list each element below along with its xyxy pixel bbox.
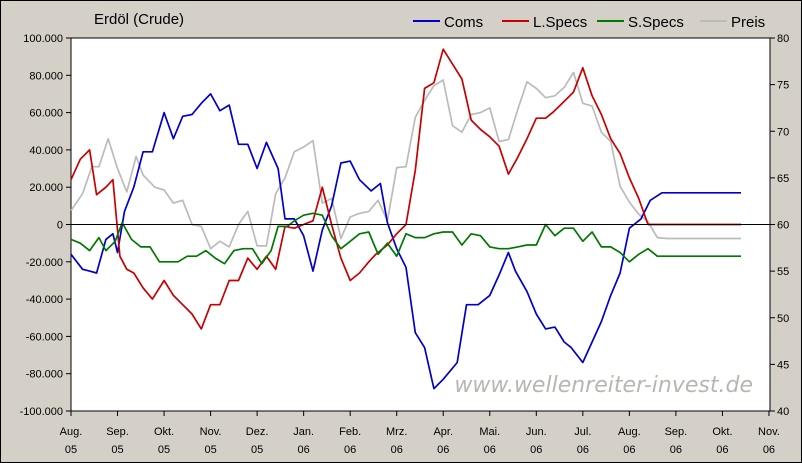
x-axis-year-label: 05 [65,444,77,456]
x-axis-month-label: Mrz. [386,426,407,438]
series-line-l-specs [70,48,741,330]
legend: Coms L.Specs S.Specs Preis [413,14,765,31]
x-axis-year-label: 06 [530,444,542,456]
x-axis-year-label: 06 [716,444,728,456]
x-axis-month-label: Sep. [106,426,129,438]
x-axis-year-label: 06 [344,444,356,456]
x-axis-month-label: Nov. [200,426,222,438]
right-axis-label: 80 [777,33,789,45]
x-axis-year-label: 06 [577,444,589,456]
series-line-coms [70,93,741,390]
axes: 100.000 80.000 60.000 40.000 20.000 0 -20.000 -… [20,33,790,456]
right-axis-label: 60 [777,220,789,232]
x-axis-month-label: Jun. [526,426,547,438]
left-axis-label: 80.000 [29,70,63,82]
x-axis-year-label: 06 [623,444,635,456]
x-axis-year-label: 05 [158,444,170,456]
right-axis-label: 55 [777,266,789,278]
x-axis-month-label: Jul. [574,426,591,438]
right-axis-label: 70 [777,126,789,138]
x-axis-month-label: Feb. [339,426,361,438]
x-axis-year-label: 06 [437,444,449,456]
right-axis-label: 40 [777,406,789,418]
x-axis-month-label: Dez. [246,426,269,438]
left-axis-label: -40.000 [26,294,63,306]
left-axis-label: 60.000 [29,108,63,120]
x-axis-year-label: 05 [204,444,216,456]
x-axis-month-label: Apr. [433,426,453,438]
x-axis-month-label: Sep. [665,426,688,438]
left-axis-label: -60.000 [26,331,63,343]
x-axis-year-label: 06 [484,444,496,456]
legend-label: Coms [444,14,483,31]
right-axis-label: 65 [777,173,789,185]
x-axis-year-label: 06 [298,444,310,456]
left-axis-label: 100.000 [23,33,63,45]
legend-label: S.Specs [628,14,684,31]
left-axis-label: -80.000 [26,369,63,381]
x-axis-month-label: Mai. [479,426,500,438]
left-axis-label: 40.000 [29,145,63,157]
x-axis-year-label: 06 [763,444,775,456]
x-axis-year-label: 06 [670,444,682,456]
x-axis-year-label: 06 [391,444,403,456]
series-line-s-specs [70,212,741,265]
left-axis-label: -20.000 [26,257,63,269]
left-axis-label: 0 [57,220,63,232]
left-axis-label: -100.000 [20,406,63,418]
x-axis-month-label: Okt. [154,426,174,438]
right-axis-label: 50 [777,313,789,325]
legend-label: L.Specs [533,14,587,31]
x-axis-year-label: 05 [111,444,123,456]
x-axis-month-label: Aug. [60,426,83,438]
chart-title: Erdöl (Crude) [94,11,184,28]
legend-label: Preis [731,14,765,31]
series-line-preis [70,71,741,250]
watermark-text: www.wellenreiter-invest.de [454,373,753,398]
x-axis-month-label: Aug. [618,426,641,438]
x-axis-month-label: Jan. [293,426,314,438]
right-axis-label: 75 [777,80,789,92]
x-axis-month-label: Okt. [712,426,732,438]
left-axis-label: 20.000 [29,182,63,194]
right-axis-label: 45 [777,359,789,371]
x-axis-year-label: 05 [251,444,263,456]
x-axis-month-label: Nov. [758,426,780,438]
series-lines [70,48,741,390]
